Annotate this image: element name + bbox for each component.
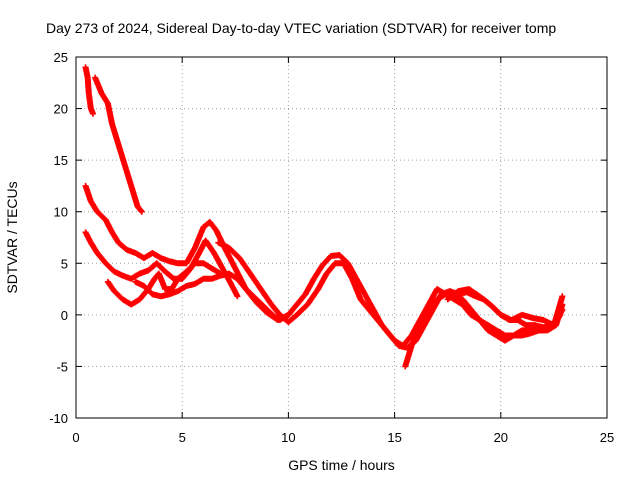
series-track-10 — [444, 286, 564, 329]
x-tick-label: 20 — [494, 430, 508, 445]
series-track-1 — [82, 64, 96, 117]
plot-frame — [75, 56, 608, 419]
y-tick-label: 10 — [54, 205, 68, 220]
x-tick-label: 10 — [281, 430, 295, 445]
x-tick-label: 15 — [387, 430, 401, 445]
y-axis-label: SDTVAR / TECUs — [4, 181, 20, 293]
series-track-5 — [104, 260, 224, 308]
y-tick-label: 15 — [54, 153, 68, 168]
data-point — [559, 293, 566, 300]
y-tick-label: -10 — [49, 411, 68, 426]
y-tick-label: 5 — [61, 256, 68, 271]
x-axis-label: GPS time / hours — [288, 457, 395, 473]
y-tick-label: 0 — [61, 308, 68, 323]
x-tick-label: 25 — [600, 430, 614, 445]
data-point — [137, 207, 144, 214]
y-tick-label: -5 — [56, 359, 68, 374]
data-point — [559, 301, 566, 308]
chart-title: Day 273 of 2024, Sidereal Day-to-day VTE… — [46, 20, 556, 36]
series-track-2 — [92, 74, 145, 215]
data-point — [138, 208, 145, 215]
data-point — [557, 311, 564, 318]
plot-area — [82, 64, 566, 370]
axis-ticks: 0 5 10 15 20 25 -10 -5 0 5 10 15 20 25 — [49, 50, 614, 445]
y-tick-label: 20 — [54, 102, 68, 117]
series-track-4 — [82, 229, 241, 300]
data-point — [234, 293, 241, 300]
x-tick-label: 0 — [72, 430, 79, 445]
grid — [76, 57, 607, 418]
y-tick-label: 25 — [54, 50, 68, 65]
x-tick-label: 5 — [179, 430, 186, 445]
data-point — [89, 110, 96, 117]
